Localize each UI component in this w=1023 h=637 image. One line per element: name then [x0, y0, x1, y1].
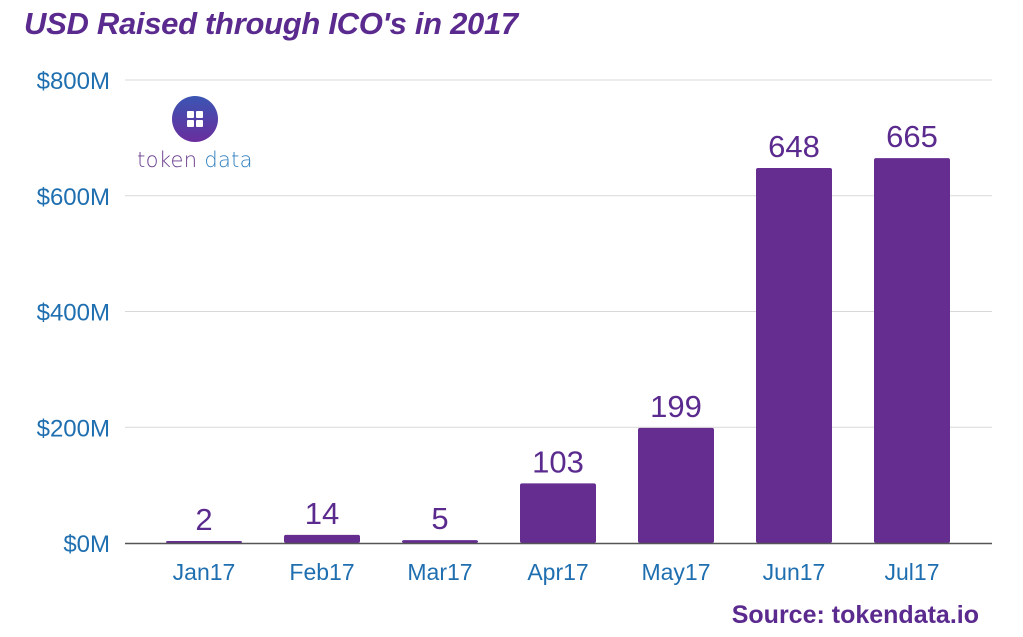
y-tick-label: $200M [37, 415, 110, 442]
bar-jan17 [166, 541, 242, 543]
logo-wordmark: token data [130, 148, 260, 172]
bar-apr17 [520, 483, 596, 543]
data-label: 103 [532, 444, 584, 479]
bar-jul17 [874, 158, 950, 543]
x-tick-label: Apr17 [527, 559, 588, 585]
bar-may17 [638, 427, 714, 543]
x-axis-ticks: Jan17 Feb17 Mar17 Apr17 May17 Jun17 Jul17 [173, 559, 940, 585]
x-tick-label: Jun17 [763, 559, 826, 585]
x-tick-label: Jan17 [173, 559, 236, 585]
y-tick-label: $600M [37, 184, 110, 211]
x-tick-label: May17 [641, 559, 710, 585]
y-tick-label: $400M [37, 300, 110, 327]
bar-mar17 [402, 540, 478, 543]
data-label: 2 [195, 502, 212, 537]
y-tick-label: $800M [37, 68, 110, 95]
data-label: 199 [650, 389, 702, 424]
y-axis-ticks: $0M $200M $400M $600M $800M [37, 68, 110, 558]
token-data-logo: token data [130, 96, 260, 172]
grid-squares-icon [172, 96, 218, 142]
bar-feb17 [284, 534, 360, 543]
data-label: 14 [305, 496, 339, 531]
logo-word-data: data [197, 148, 253, 172]
bars [166, 158, 950, 543]
data-label: 5 [431, 501, 448, 536]
x-tick-label: Feb17 [289, 559, 354, 585]
x-tick-label: Mar17 [407, 559, 472, 585]
bar-jun17 [756, 167, 832, 543]
data-label: 648 [768, 129, 820, 164]
data-labels: 2 14 5 103 199 648 665 [195, 119, 937, 537]
source-note: Source: tokendata.io [731, 601, 979, 629]
chart-title: USD Raised through ICO's in 2017 [24, 6, 518, 41]
gridlines [125, 79, 992, 428]
data-label: 665 [886, 119, 938, 154]
y-tick-label: $0M [63, 531, 110, 558]
logo-word-token: token [137, 148, 198, 172]
x-tick-label: Jul17 [885, 559, 940, 585]
